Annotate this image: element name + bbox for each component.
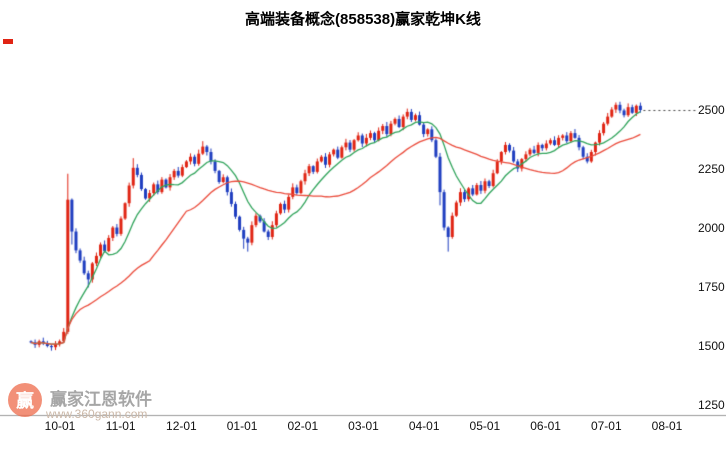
x-tick-label: 12-01	[166, 419, 197, 433]
y-tick-label: 2250	[698, 162, 725, 176]
x-tick-label: 04-01	[408, 419, 440, 433]
y-tick-label: 1500	[698, 339, 725, 353]
y-tick-label: 2000	[698, 221, 725, 235]
x-tick-label: 11-01	[105, 419, 136, 433]
y-tick-label: 1250	[698, 398, 725, 412]
x-tick-label: 02-01	[287, 419, 319, 433]
y-tick-label: 2500	[698, 103, 725, 117]
x-tick-label: 05-01	[469, 419, 501, 433]
x-tick-label: 01-01	[226, 419, 258, 433]
x-tick-label: 07-01	[590, 419, 622, 433]
x-tick-label: 03-01	[348, 419, 379, 433]
x-tick-label: 08-01	[651, 419, 683, 433]
x-tick-label: 06-01	[530, 419, 561, 433]
x-tick-label: 10-01	[44, 419, 76, 433]
y-tick-label: 1750	[698, 280, 725, 294]
